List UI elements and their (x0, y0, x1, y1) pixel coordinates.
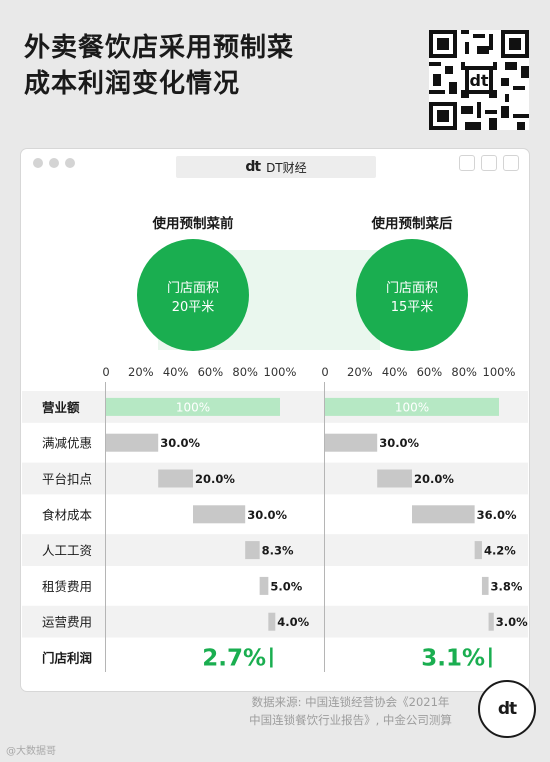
panel-heading: 使用预制菜后 (371, 215, 453, 232)
cost-bar (193, 505, 246, 524)
data-label: 4.0% (277, 615, 309, 629)
page-title: 外卖餐饮店采用预制菜 成本利润变化情况 (24, 30, 354, 102)
cost-bar (259, 576, 269, 595)
x-tick-label: 0 (102, 365, 109, 379)
category-label: 食材成本 (42, 507, 93, 522)
x-tick-label: 0 (321, 365, 328, 379)
window-controls (33, 158, 75, 168)
x-tick-label: 60% (198, 365, 224, 379)
x-tick-label: 60% (417, 365, 443, 379)
x-tick-label: 20% (128, 365, 154, 379)
category-label: 人工工资 (42, 543, 92, 558)
circle-value: 15平米 (391, 300, 434, 315)
cost-bar (488, 612, 494, 631)
profit-value-label: 2.7% (202, 646, 266, 672)
data-label: 30.0% (379, 436, 419, 450)
data-label: 3.0% (496, 615, 528, 629)
window-minimize-dot-icon (49, 158, 59, 168)
row-stripe (22, 462, 528, 495)
window-maximize-dot-icon (65, 158, 75, 168)
x-tick-label: 100% (264, 365, 297, 379)
window-close-dot-icon (33, 158, 43, 168)
data-label: 20.0% (195, 472, 235, 486)
panel-heading: 使用预制菜前 (152, 215, 234, 232)
profit-marker-bar (489, 647, 492, 668)
source-line-2: 中国连锁餐饮行业报告》, 中金公司测算 (249, 713, 452, 727)
cost-bar (106, 433, 159, 452)
x-tick-label: 40% (163, 365, 189, 379)
window-toolbar-icons (459, 155, 519, 171)
title-line-2: 成本利润变化情况 (24, 69, 241, 99)
revenue-bar (106, 397, 280, 416)
x-tick-label: 40% (382, 365, 408, 379)
cost-bar (245, 541, 260, 560)
cost-bar (481, 576, 489, 595)
dt-logo-icon: dt (245, 159, 261, 175)
data-label: 30.0% (247, 508, 287, 522)
cost-bar (377, 469, 412, 488)
revenue-bar (325, 397, 499, 416)
data-label: 100% (176, 400, 210, 414)
category-label: 平台扣点 (42, 472, 92, 487)
data-label: 4.2% (484, 544, 516, 558)
data-label: 100% (395, 400, 429, 414)
window-title-bar: dt DT财经 (21, 149, 529, 179)
toolbar-square-icon (481, 155, 497, 171)
x-tick-label: 80% (451, 365, 477, 379)
svg-text:dt: dt (469, 71, 488, 90)
x-tick-label: 20% (347, 365, 373, 379)
qr-code-icon: dt (429, 30, 529, 130)
category-label: 运营费用 (42, 615, 92, 630)
window-title-text: DT财经 (266, 160, 307, 175)
circle-label: 门店面积 (167, 281, 219, 296)
data-label: 30.0% (160, 436, 200, 450)
data-label: 36.0% (477, 508, 517, 522)
source-line-1: 数据来源: 中国连锁经营协会《2021年 (251, 695, 450, 709)
cost-bar (325, 433, 378, 452)
store-area-circle (356, 239, 468, 351)
profit-value-label: 3.1% (421, 646, 485, 672)
store-area-circle (137, 239, 249, 351)
data-source-note: 数据来源: 中国连锁经营协会《2021年 中国连锁餐饮行业报告》, 中金公司测算 (228, 693, 473, 729)
category-label: 营业额 (42, 400, 80, 415)
category-label: 租赁费用 (42, 579, 92, 594)
title-line-1: 外卖餐饮店采用预制菜 (24, 33, 295, 63)
circle-label: 门店面积 (386, 281, 438, 296)
data-label: 3.8% (491, 579, 523, 593)
toolbar-square-icon (459, 155, 475, 171)
category-label: 满减优惠 (42, 436, 92, 451)
cost-bar (158, 469, 193, 488)
cost-bar (474, 541, 482, 560)
profit-marker-bar (270, 647, 273, 668)
x-tick-label: 80% (232, 365, 258, 379)
data-label: 8.3% (262, 544, 294, 558)
x-tick-label: 100% (483, 365, 516, 379)
dt-badge-logo-icon: dt (478, 680, 536, 738)
category-label: 门店利润 (42, 651, 92, 666)
data-label: 5.0% (270, 579, 302, 593)
cost-bar (268, 612, 276, 631)
toolbar-square-icon (503, 155, 519, 171)
cost-bar (412, 505, 475, 524)
row-stripe (22, 534, 528, 566)
watermark: @大数据哥 (6, 746, 56, 757)
data-label: 20.0% (414, 472, 454, 486)
window-title: dt DT财经 (176, 156, 376, 178)
circle-value: 20平米 (172, 300, 215, 315)
